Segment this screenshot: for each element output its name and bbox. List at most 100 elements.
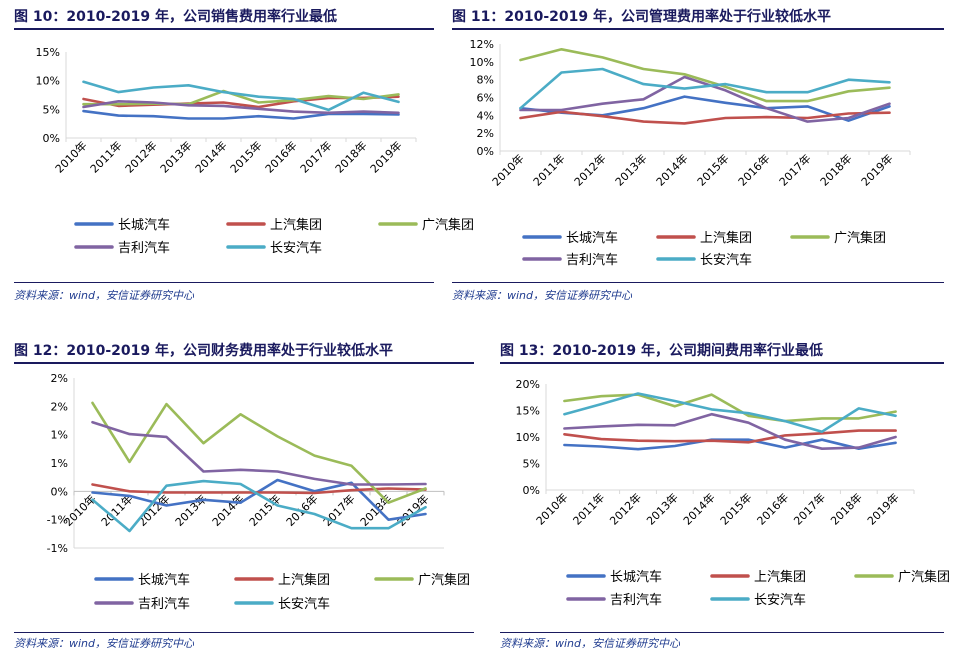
y-tick-label: 20% (516, 378, 540, 391)
legend-label: 吉利汽车 (610, 592, 662, 608)
x-tick-label: 2013年 (172, 492, 209, 529)
x-tick-label: 2019年 (858, 151, 895, 188)
series-line (91, 401, 427, 504)
y-tick-label: 5% (523, 458, 540, 471)
y-tick-label: 1% (51, 457, 68, 470)
chart-figure-13: 0%5%10%15%20%2010年 2011年 2012年 2013年 2014年 20… (516, 378, 950, 608)
title-rule (452, 28, 944, 30)
figure-title: 图 12：2010-2019 年，公司财务费用率处于行业较低水平 (14, 343, 393, 359)
legend-label: 吉利汽车 (118, 240, 170, 256)
x-tick-label: 2011年 (87, 138, 124, 175)
y-tick-label: 15% (516, 405, 540, 418)
y-tick-label: 10% (516, 431, 540, 444)
y-tick-label: 0% (523, 484, 540, 497)
x-tick-label: 2014年 (680, 490, 717, 527)
legend-label: 长安汽车 (700, 252, 752, 268)
x-tick-label: 2015年 (694, 151, 731, 188)
x-tick-label: 2019年 (864, 490, 901, 527)
y-tick-label: 10% (36, 75, 60, 88)
legend-label: 上汽集团 (754, 569, 806, 585)
source-note: 资料来源：wind，安信证券研究中心 (500, 637, 681, 650)
series-line (82, 109, 400, 120)
series-line (519, 67, 891, 110)
x-tick-label: 2014年 (209, 492, 246, 529)
series-line (563, 412, 897, 450)
x-tick-label: 2012年 (607, 490, 644, 527)
legend-label: 上汽集团 (700, 230, 752, 246)
x-tick-label: 2011年 (530, 151, 567, 188)
legend-label: 长城汽车 (610, 569, 662, 585)
x-tick-label: 2016年 (735, 151, 772, 188)
legend-label: 广汽集团 (834, 230, 886, 246)
y-tick-label: 0% (51, 485, 68, 498)
y-tick-label: 10% (470, 56, 494, 69)
x-tick-label: 2014年 (192, 138, 229, 175)
figure-12: 图 12：2010-2019 年，公司财务费用率处于行业较低水平 -1% -1% 0… (14, 336, 474, 654)
series-line (563, 392, 897, 433)
legend-label: 吉利汽车 (138, 596, 190, 612)
source-rule (452, 282, 944, 283)
series-line (82, 100, 400, 115)
x-tick-label: 2012年 (135, 492, 172, 529)
source-note: 资料来源：wind，安信证券研究中心 (14, 637, 195, 650)
legend-label: 上汽集团 (278, 572, 330, 588)
figure-title: 图 13：2010-2019 年，公司期间费用率行业最低 (500, 343, 823, 359)
source-note: 资料来源：wind，安信证券研究中心 (452, 289, 633, 302)
y-tick-label: 6% (477, 92, 494, 105)
x-tick-label: 2012年 (571, 151, 608, 188)
x-tick-label: 2014年 (653, 151, 690, 188)
x-tick-label: 2012年 (122, 138, 159, 175)
source-rule (14, 632, 474, 633)
legend-label: 长安汽车 (270, 240, 322, 256)
x-tick-label: 2018年 (817, 151, 854, 188)
figure-title: 图 10：2010-2019 年，公司销售费用率行业最低 (14, 9, 337, 25)
y-tick-label: -1% (47, 514, 68, 527)
legend-label: 广汽集团 (422, 217, 474, 233)
y-tick-label: 4% (477, 109, 494, 122)
x-tick-label: 2018年 (827, 490, 864, 527)
title-rule (500, 362, 944, 364)
series-line (563, 429, 897, 444)
y-tick-label: 2% (51, 372, 68, 385)
chart-figure-11: 0% 2% 4% 6% 8% 10% 12% 2010年 2011年 2012年 2013年 2014… (470, 38, 911, 268)
series-line (519, 75, 891, 123)
x-tick-label: 2016年 (754, 490, 791, 527)
series-line (91, 420, 427, 486)
series-line (563, 438, 897, 451)
x-tick-label: 2013年 (643, 490, 680, 527)
y-tick-label: 12% (470, 38, 494, 51)
y-tick-label: 15% (36, 46, 60, 59)
x-tick-label: 2017年 (776, 151, 813, 188)
y-tick-label: 2% (477, 127, 494, 140)
series-line (519, 47, 891, 103)
figure-11: 图 11：2010-2019 年，公司管理费用率处于行业较低水平 0% 2% 4% 6… (452, 0, 944, 310)
legend-label: 长安汽车 (754, 592, 806, 608)
legend-label: 长城汽车 (566, 230, 618, 246)
figure-13: 图 13：2010-2019 年，公司期间费用率行业最低 0% 5% 10% 15% 2… (500, 336, 950, 654)
legend-label: 广汽集团 (418, 572, 470, 588)
series-line (82, 80, 400, 112)
series-line (91, 479, 427, 533)
legend-label: 吉利汽车 (566, 252, 618, 268)
y-tick-label: 8% (477, 74, 494, 87)
figure-title: 图 11：2010-2019 年，公司管理费用率处于行业较低水平 (452, 9, 831, 25)
series-line (82, 89, 400, 106)
x-tick-label: 2017年 (791, 490, 828, 527)
x-tick-label: 2018年 (357, 492, 394, 529)
series-line (519, 110, 891, 125)
legend-label: 长城汽车 (138, 572, 190, 588)
x-tick-label: 2015年 (717, 490, 754, 527)
x-tick-label: 2010年 (489, 151, 526, 188)
y-tick-label: 5% (43, 103, 60, 116)
x-tick-label: 2013年 (612, 151, 649, 188)
y-tick-label: 0% (43, 132, 60, 145)
title-rule (14, 362, 474, 364)
x-tick-label: 2017年 (297, 138, 334, 175)
title-rule (14, 28, 434, 30)
series-line (91, 483, 427, 495)
x-tick-label: 2015年 (227, 138, 264, 175)
x-tick-label: 2016年 (262, 138, 299, 175)
legend-label: 长城汽车 (118, 217, 170, 233)
source-rule (500, 632, 944, 633)
legend-label: 长安汽车 (278, 596, 330, 612)
